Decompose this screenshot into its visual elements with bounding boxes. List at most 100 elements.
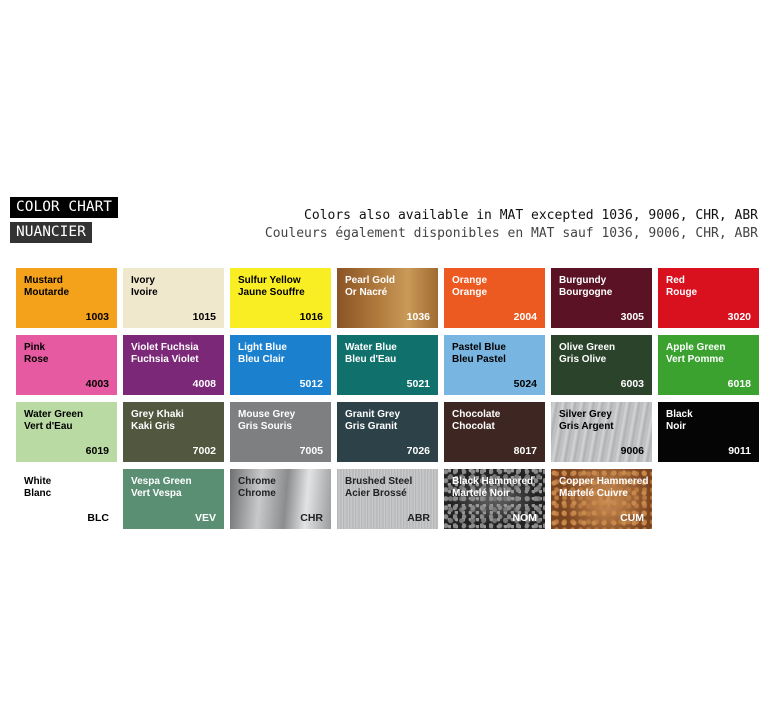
swatch-name-french: Acier Brossé [345,487,407,499]
swatch-name-french: Vert d'Eau [24,420,73,432]
swatch-name-english: Orange [452,275,488,286]
swatch-name: Burgundy Bourgogne [559,275,612,298]
swatch-name-english: Pink [24,342,46,353]
swatch-name-english: Black [666,409,693,420]
swatch-code: 7005 [299,444,323,457]
swatch-name-french: Fuchsia Violet [131,353,199,365]
swatch-name: Violet Fuchsia Fuchsia Violet [131,342,199,365]
swatch-name: White Blanc [24,476,51,499]
swatch-name: Pink Rose [24,342,48,365]
color-swatch: Mustard Moutarde 1003 [16,268,117,328]
color-swatch: Black Hammered Martelé Noir NOM [444,469,545,529]
swatch-name-english: Light Blue [238,342,287,353]
color-swatch: Olive Green Gris Olive 6003 [551,335,652,395]
swatch-code: 4003 [85,377,109,390]
swatch-name: Pastel Blue Bleu Pastel [452,342,506,365]
swatch-code: 5021 [406,377,430,390]
swatch-name: Brushed Steel Acier Brossé [345,476,412,499]
swatch-name-english: Mouse Grey [238,409,296,420]
swatch-name-english: Ivory [131,275,155,286]
mat-note-english: Colors also available in MAT excepted 10… [304,208,758,223]
color-swatch: Chocolate Chocolat 8017 [444,402,545,462]
color-swatch: Water Green Vert d'Eau 6019 [16,402,117,462]
swatch-code: ABR [407,511,430,524]
swatch-name: Silver Grey Gris Argent [559,409,614,432]
swatch-code: CHR [300,511,323,524]
swatch-name-english: Violet Fuchsia [131,342,199,353]
swatch-name-english: Mustard [24,275,63,286]
swatch-name: Chocolate Chocolat [452,409,500,432]
swatch-name-french: Gris Olive [559,353,607,365]
color-swatch: Water Blue Bleu d'Eau 5021 [337,335,438,395]
swatch-code: 7026 [406,444,430,457]
swatch-code: VEV [194,511,216,524]
swatch-name-english: Apple Green [666,342,726,353]
color-swatch: Pastel Blue Bleu Pastel 5024 [444,335,545,395]
swatch-name-english: Water Blue [345,342,397,353]
swatch-name-french: Chrome [238,487,276,499]
swatch-name-french: Or Nacré [345,286,388,298]
color-swatch: Orange Orange 2004 [444,268,545,328]
swatch-name: Orange Orange [452,275,487,298]
swatch-name: Grey Khaki Kaki Gris [131,409,184,432]
swatch-name-english: Granit Grey [345,409,401,420]
color-swatch: Pink Rose 4003 [16,335,117,395]
swatch-code: 1016 [299,310,323,323]
nuancier-label: NUANCIER [10,222,92,243]
swatch-name-french: Rose [24,353,49,365]
swatch-name-english: Red [666,275,685,286]
swatch-name-english: Vespa Green [131,476,192,487]
swatch-name-english: Sulfur Yellow [238,275,301,286]
swatch-name-english: Burgundy [559,275,607,286]
swatch-name-english: Black Hammered [452,476,534,487]
color-swatch: Violet Fuchsia Fuchsia Violet 4008 [123,335,224,395]
swatch-name-french: Bleu d'Eau [345,353,397,365]
swatch-name-french: Kaki Gris [131,420,175,432]
swatch-code: 6003 [620,377,644,390]
swatch-name-english: Copper Hammered [559,476,649,487]
color-swatch: Ivory Ivoire 1015 [123,268,224,328]
swatch-code: 9011 [728,444,751,457]
swatch-code: 7002 [192,444,216,457]
swatch-name-french: Gris Souris [238,420,292,432]
swatch-code: 6018 [727,377,751,390]
swatch-name-french: Jaune Souffre [238,286,305,298]
color-swatch: Pearl Gold Or Nacré 1036 [337,268,438,328]
color-swatch-grid: Mustard Moutarde 1003 Ivory Ivoire 1015 Sulfur… [16,268,760,530]
swatch-name-french: Gris Granit [345,420,398,432]
swatch-name-english: Olive Green [559,342,616,353]
swatch-code: BLC [87,511,109,524]
color-swatch: White Blanc BLC [16,469,117,529]
swatch-name-english: Pearl Gold [345,275,396,286]
color-swatch: Mouse Grey Gris Souris 7005 [230,402,331,462]
color-swatch: Copper Hammered Martelé Cuivre CUM [551,469,652,529]
color-swatch: Chrome Chrome CHR [230,469,331,529]
swatch-name-french: Bleu Clair [238,353,285,365]
swatch-code: 1015 [192,310,216,323]
swatch-name: Light Blue Bleu Clair [238,342,287,365]
swatch-name-english: Silver Grey [559,409,612,420]
swatch-name-english: Brushed Steel [345,476,413,487]
color-swatch: Granit Grey Gris Granit 7026 [337,402,438,462]
color-swatch: Brushed Steel Acier Brossé ABR [337,469,438,529]
color-swatch: Grey Khaki Kaki Gris 7002 [123,402,224,462]
swatch-code: 2004 [513,310,537,323]
swatch-name-english: Chrome [238,476,276,487]
color-swatch: Vespa Green Vert Vespa VEV [123,469,224,529]
swatch-name-french: Vert Vespa [131,487,182,499]
swatch-name-french: Moutarde [24,286,69,298]
swatch-name-french: Martelé Cuivre [559,487,628,499]
swatch-name-french: Rouge [666,286,698,298]
swatch-name-french: Blanc [24,487,52,499]
swatch-name: Ivory Ivoire [131,275,158,298]
swatch-name: Granit Grey Gris Granit [345,409,400,432]
color-swatch: Burgundy Bourgogne 3005 [551,268,652,328]
swatch-code: 8017 [513,444,537,457]
color-swatch: Light Blue Bleu Clair 5012 [230,335,331,395]
swatch-code: 1003 [85,310,109,323]
swatch-code: 5024 [513,377,537,390]
swatch-code: 1036 [406,310,430,323]
swatch-name: Olive Green Gris Olive [559,342,615,365]
swatch-name-french: Vert Pomme [666,353,724,365]
swatch-name-french: Martelé Noir [452,487,510,499]
